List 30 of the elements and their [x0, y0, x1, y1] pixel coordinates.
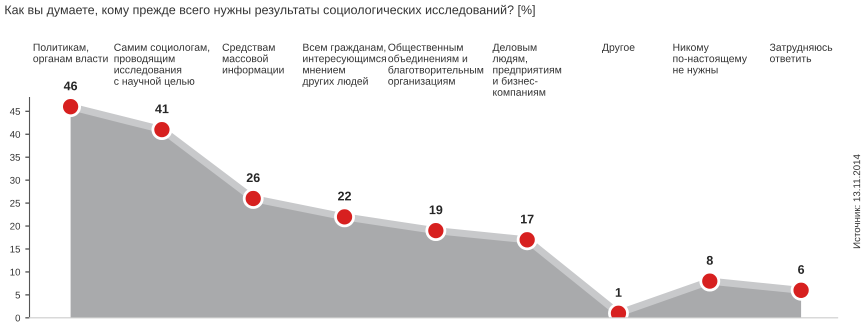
y-tick-label: 35	[10, 154, 20, 161]
data-label: 8	[706, 256, 713, 265]
y-tick-label: 20	[10, 222, 20, 230]
data-label: 26	[246, 173, 260, 182]
data-label: 22	[338, 192, 351, 200]
data-label: 17	[520, 214, 534, 224]
x-tick-label: Самим социологам, проводящим исследования с научной целью	[114, 44, 210, 87]
y-tick-label: 25	[10, 200, 20, 207]
y-tick-label: 30	[10, 176, 20, 184]
y-tick-label: 5	[15, 292, 20, 299]
y-tick-label: 10	[10, 268, 20, 276]
data-label: 46	[64, 81, 78, 90]
y-tick-label: 0	[15, 314, 20, 322]
x-tick-label: Никому по-настоящему не нужны	[673, 44, 748, 76]
x-tick-label: Деловым людям, предприятиям и бизнес- компаниям	[492, 44, 562, 96]
data-label: 19	[430, 205, 442, 214]
x-tick-label: Средствам массовой информации	[222, 44, 284, 76]
data-label: 41	[155, 104, 169, 114]
data-label: 6	[798, 265, 804, 274]
x-tick-label: Затрудняюсь ответить	[770, 44, 832, 62]
x-tick-label: Всем гражданам, интересующимся мнением других людей	[302, 44, 386, 87]
x-tick-label: Общественным объединениям и благотворительным организациям	[388, 43, 484, 87]
data-label: 1	[616, 288, 622, 297]
x-tick-label: Другое	[602, 44, 635, 54]
chart-title: Как вы думаете, кому прежде всего нужны результаты социологических исследований? [%]	[5, 4, 535, 17]
y-tick-label: 40	[10, 130, 20, 138]
x-tick-label: Политикам, органам власти	[33, 44, 108, 64]
y-tick-label: 15	[10, 246, 20, 253]
text: Источник: 13.11.2014	[853, 154, 860, 248]
y-tick-label: 45	[10, 108, 20, 115]
